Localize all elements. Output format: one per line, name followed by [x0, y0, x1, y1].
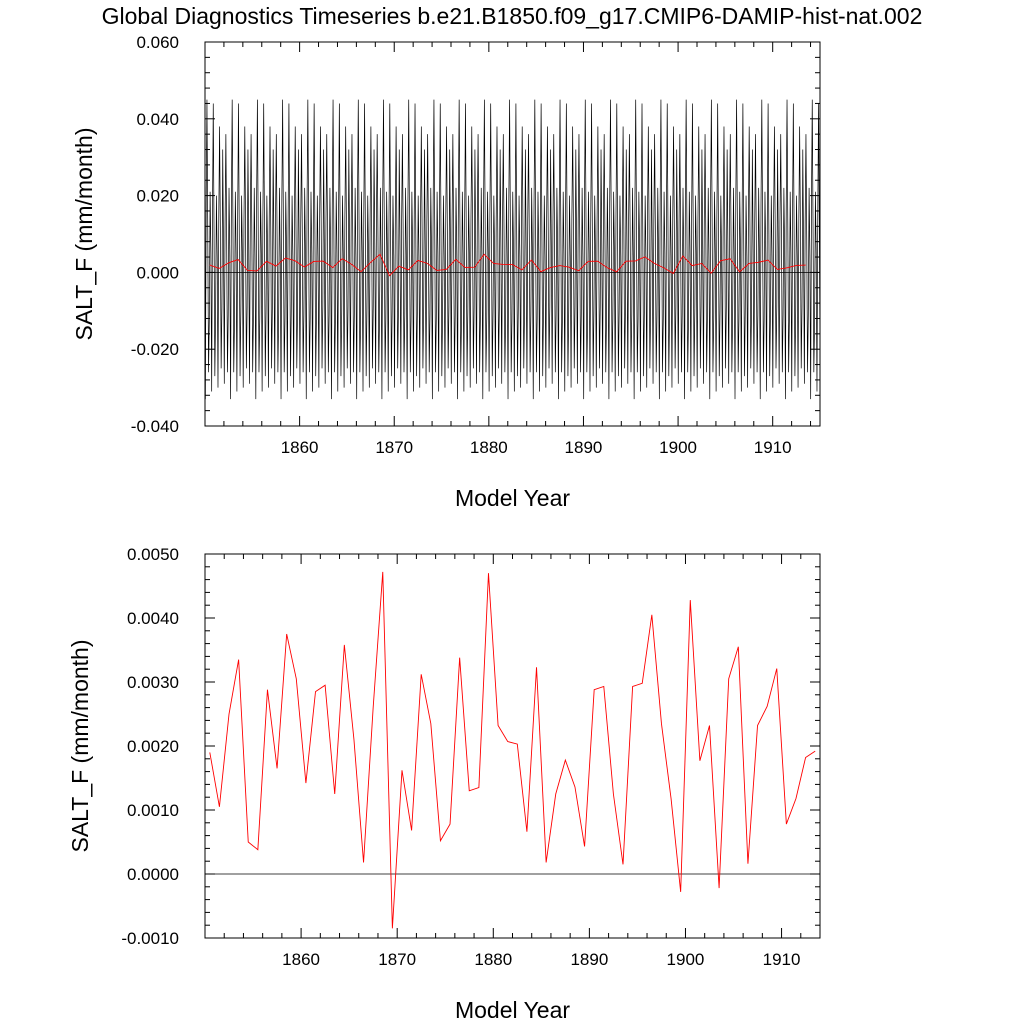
x-tick-label: 1860 [282, 950, 320, 969]
x-tick-label: 1900 [667, 950, 705, 969]
y-tick-label: 0.0050 [127, 545, 179, 564]
y-tick-label: -0.0010 [121, 929, 179, 948]
figure-title: Global Diagnostics Timeseries b.e21.B185… [102, 3, 923, 29]
x-tick-label: 1880 [470, 438, 508, 457]
bottom-chart-panel: 1860 1870 1880 1890 1900 1910 -0.0010 0.0000 0.0… [67, 545, 821, 1023]
monthly-series-line [205, 99, 820, 400]
y-tick-label: 0.0010 [127, 801, 179, 820]
y-tick-label: 0.0000 [127, 865, 179, 884]
x-tick-label: 1910 [763, 950, 801, 969]
y-axis-title: SALT_F (mm/month) [67, 640, 93, 853]
x-tick-label: 1890 [565, 438, 603, 457]
y-tick-label: 0.040 [136, 110, 179, 129]
y-axis-title: SALT_F (mm/month) [71, 128, 97, 341]
y-tick-label: -0.020 [131, 340, 179, 359]
x-axis-title: Model Year [455, 997, 570, 1023]
x-tick-label: 1880 [474, 950, 512, 969]
y-tick-label: 0.0030 [127, 673, 179, 692]
x-tick-label: 1860 [281, 438, 319, 457]
x-tick-label: 1910 [754, 438, 792, 457]
plot-frame [204, 553, 821, 939]
y-tick-label: 0.0040 [127, 609, 179, 628]
y-tick-label: 0.060 [136, 33, 179, 52]
annual-mean-series-line [209, 571, 816, 929]
y-tick-label: 0.020 [136, 187, 179, 206]
x-tick-label: 1890 [570, 950, 608, 969]
x-tick-label: 1870 [378, 950, 416, 969]
y-tick-label: 0.000 [136, 263, 179, 282]
top-chart-panel: 1860 1870 1880 1890 1900 1910 -0.040 -0.020 0.00… [71, 33, 821, 511]
plot-frame [204, 41, 821, 427]
x-tick-label: 1870 [375, 438, 413, 457]
annual-mean-series-line [209, 253, 806, 277]
y-tick-label: -0.040 [131, 417, 179, 436]
x-tick-label: 1900 [659, 438, 697, 457]
y-tick-label: 0.0020 [127, 737, 179, 756]
x-axis-title: Model Year [455, 485, 570, 511]
